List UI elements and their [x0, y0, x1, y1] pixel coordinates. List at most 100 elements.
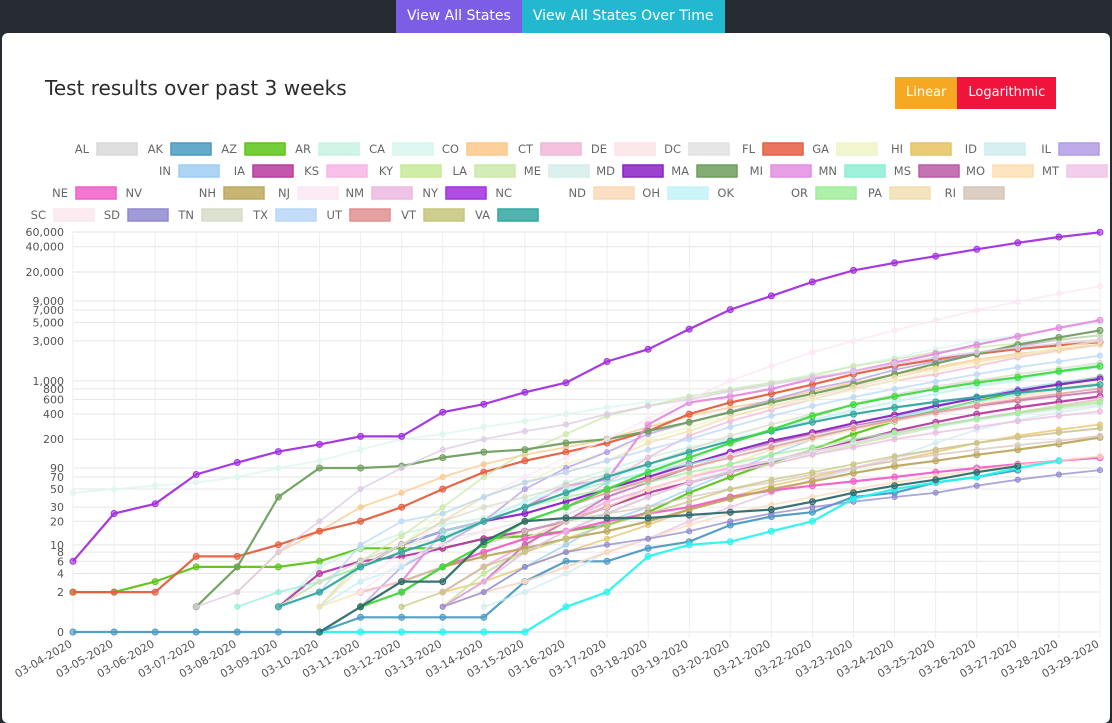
data-point-vt[interactable]	[1055, 429, 1062, 436]
data-point-nh[interactable]	[726, 495, 734, 503]
data-point-ak[interactable]	[110, 628, 118, 636]
data-point-sd[interactable]	[727, 518, 734, 525]
data-point-wa[interactable]	[193, 603, 200, 610]
data-point-wy[interactable]	[932, 476, 940, 484]
data-point-ny[interactable]	[151, 500, 159, 508]
data-point-wa[interactable]	[275, 549, 282, 556]
legend-swatch-ga[interactable]	[836, 142, 878, 156]
data-point-wy[interactable]	[808, 498, 816, 506]
legend-swatch-la[interactable]	[474, 164, 516, 178]
data-point-wi[interactable]	[891, 393, 899, 400]
legend-swatch-nc[interactable]	[519, 186, 561, 200]
data-point-tx[interactable]	[768, 412, 775, 419]
data-point-in[interactable]	[686, 486, 693, 493]
legend-swatch-nd[interactable]	[593, 186, 635, 200]
data-point-wy[interactable]	[562, 514, 570, 522]
data-point-la[interactable]	[439, 504, 446, 511]
data-point-nj[interactable]	[1014, 298, 1021, 305]
legend-swatch-hi[interactable]	[910, 142, 952, 156]
data-point-fl[interactable]	[562, 448, 570, 456]
data-point-nm[interactable]	[727, 469, 734, 476]
legend-swatch-tx[interactable]	[275, 208, 317, 222]
legend-swatch-ms[interactable]	[918, 164, 960, 178]
data-point-ny[interactable]	[973, 245, 981, 253]
data-point-wy[interactable]	[767, 506, 775, 514]
data-point-wa[interactable]	[398, 465, 405, 471]
data-point-tx[interactable]	[480, 494, 487, 500]
data-point-id[interactable]	[932, 440, 939, 446]
series-vt[interactable]	[398, 425, 1103, 610]
data-point-sd[interactable]	[973, 482, 980, 489]
data-point-ia[interactable]	[316, 570, 323, 577]
data-point-la[interactable]	[398, 533, 405, 540]
data-point-wv[interactable]	[398, 628, 406, 636]
data-point-wv[interactable]	[644, 552, 652, 560]
legend-swatch-ok[interactable]	[741, 186, 783, 200]
data-point-sd[interactable]	[809, 504, 816, 511]
data-point-ri[interactable]	[932, 451, 939, 458]
data-point-nj[interactable]	[1097, 283, 1103, 290]
data-point-ny[interactable]	[521, 388, 529, 396]
data-point-il[interactable]	[604, 449, 610, 456]
data-point-ny[interactable]	[1014, 239, 1022, 247]
data-point-md[interactable]	[521, 510, 529, 517]
legend-swatch-pa[interactable]	[889, 186, 931, 200]
data-point-nm[interactable]	[850, 444, 857, 451]
data-point-wv[interactable]	[850, 495, 857, 503]
legend-swatch-ri[interactable]	[963, 186, 1005, 200]
data-point-vt[interactable]	[809, 469, 816, 476]
data-point-nm[interactable]	[891, 436, 898, 443]
data-point-wi[interactable]	[850, 401, 857, 409]
legend-swatch-de[interactable]	[614, 142, 656, 156]
data-point-vt[interactable]	[439, 589, 446, 596]
data-point-wa[interactable]	[563, 421, 569, 428]
data-point-wi[interactable]	[767, 426, 775, 434]
data-point-pa[interactable]	[645, 440, 652, 446]
data-point-ma[interactable]	[685, 418, 693, 426]
data-point-va[interactable]	[562, 489, 570, 497]
linear-scale-button[interactable]: Linear	[895, 77, 958, 109]
data-point-fl[interactable]	[685, 410, 693, 418]
data-point-va[interactable]	[644, 460, 652, 468]
data-point-mi[interactable]	[644, 421, 652, 428]
legend-swatch-ny[interactable]	[445, 186, 487, 200]
data-point-ca[interactable]	[193, 479, 200, 486]
data-point-sd[interactable]	[604, 541, 610, 548]
legend-swatch-ia[interactable]	[252, 164, 294, 178]
data-point-or[interactable]	[809, 444, 816, 451]
data-point-va[interactable]	[521, 503, 529, 511]
data-point-ny[interactable]	[932, 252, 940, 260]
data-point-nm[interactable]	[768, 461, 775, 468]
legend-swatch-fl[interactable]	[762, 142, 804, 156]
data-point-mi[interactable]	[1014, 332, 1022, 340]
data-point-vt[interactable]	[768, 476, 775, 483]
data-point-ma[interactable]	[1096, 326, 1104, 334]
data-point-ca[interactable]	[111, 486, 118, 493]
data-point-vt[interactable]	[521, 549, 528, 556]
data-point-wa[interactable]	[480, 436, 487, 443]
data-point-wy[interactable]	[973, 468, 981, 476]
data-point-wy[interactable]	[1014, 462, 1022, 470]
data-point-vt[interactable]	[686, 498, 693, 505]
data-point-va[interactable]	[1014, 389, 1022, 397]
data-point-wi[interactable]	[439, 563, 447, 571]
data-point-ny[interactable]	[1096, 228, 1104, 236]
data-point-pa[interactable]	[973, 358, 980, 365]
data-point-wa[interactable]	[850, 368, 857, 375]
legend-swatch-ar[interactable]	[318, 142, 360, 156]
data-point-ky[interactable]	[480, 570, 487, 577]
data-point-tx[interactable]	[1014, 364, 1021, 371]
legend-swatch-mn[interactable]	[844, 164, 886, 178]
data-point-va[interactable]	[439, 535, 447, 543]
data-point-oh[interactable]	[891, 398, 898, 405]
legend-swatch-ca[interactable]	[392, 142, 434, 156]
data-point-wa[interactable]	[686, 396, 693, 403]
data-point-vt[interactable]	[604, 522, 610, 528]
data-point-ri[interactable]	[1097, 432, 1103, 439]
data-point-wa[interactable]	[727, 388, 734, 395]
data-point-ma[interactable]	[480, 448, 488, 456]
legend-swatch-md[interactable]	[622, 164, 664, 178]
data-point-wa[interactable]	[357, 486, 364, 493]
data-point-or[interactable]	[973, 415, 980, 422]
data-point-wv[interactable]	[767, 527, 775, 535]
